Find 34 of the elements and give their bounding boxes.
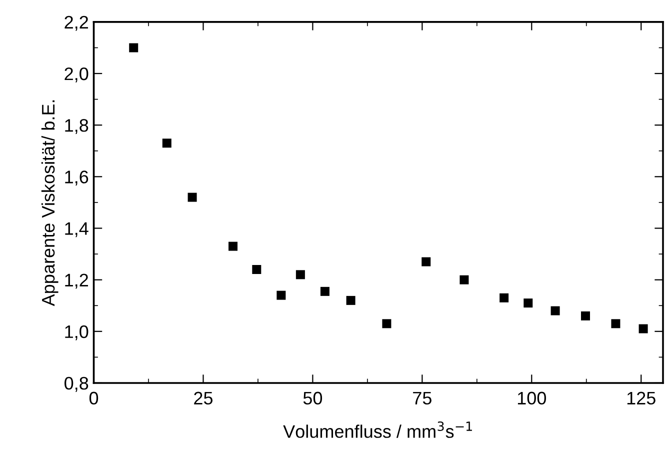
y-tick-label: 2,2 [64, 16, 88, 31]
point [162, 138, 172, 148]
point [228, 242, 238, 251]
point [129, 43, 138, 52]
x-tick-label: 0 [89, 392, 98, 405]
y-tick-label: 1,0 [65, 325, 88, 340]
y-tick-label: 1,8 [65, 119, 88, 134]
y-tick-label: 1,2 [65, 274, 88, 289]
point [252, 265, 262, 274]
point [346, 296, 356, 305]
point [276, 290, 286, 300]
x-tick-label: 75 [413, 392, 432, 405]
point [581, 311, 590, 320]
point [460, 275, 469, 284]
y-tick-label: 1,4 [65, 222, 88, 238]
y-tick-label: 0,8 [64, 376, 88, 392]
x-tick-label: 25 [194, 392, 213, 405]
point [550, 306, 560, 316]
x-tick-label: 125 [627, 392, 656, 405]
point [638, 324, 648, 334]
point [320, 286, 330, 296]
x-axis-title: Volumenfluss / mm$^{3}$s$^{−1}$ [283, 421, 472, 438]
point [422, 257, 431, 266]
y-axis-title: Apparente Viskosität/ b.E. [41, 100, 58, 306]
point [188, 192, 197, 202]
point [524, 298, 533, 308]
point [382, 319, 392, 328]
point [611, 319, 620, 328]
point [296, 270, 305, 280]
point [500, 293, 509, 302]
x-tick-label: 100 [518, 392, 546, 405]
x-tick-label: 50 [303, 392, 322, 405]
y-tick-label: 1,6 [65, 170, 88, 186]
y-tick-label: 2,0 [64, 67, 88, 82]
